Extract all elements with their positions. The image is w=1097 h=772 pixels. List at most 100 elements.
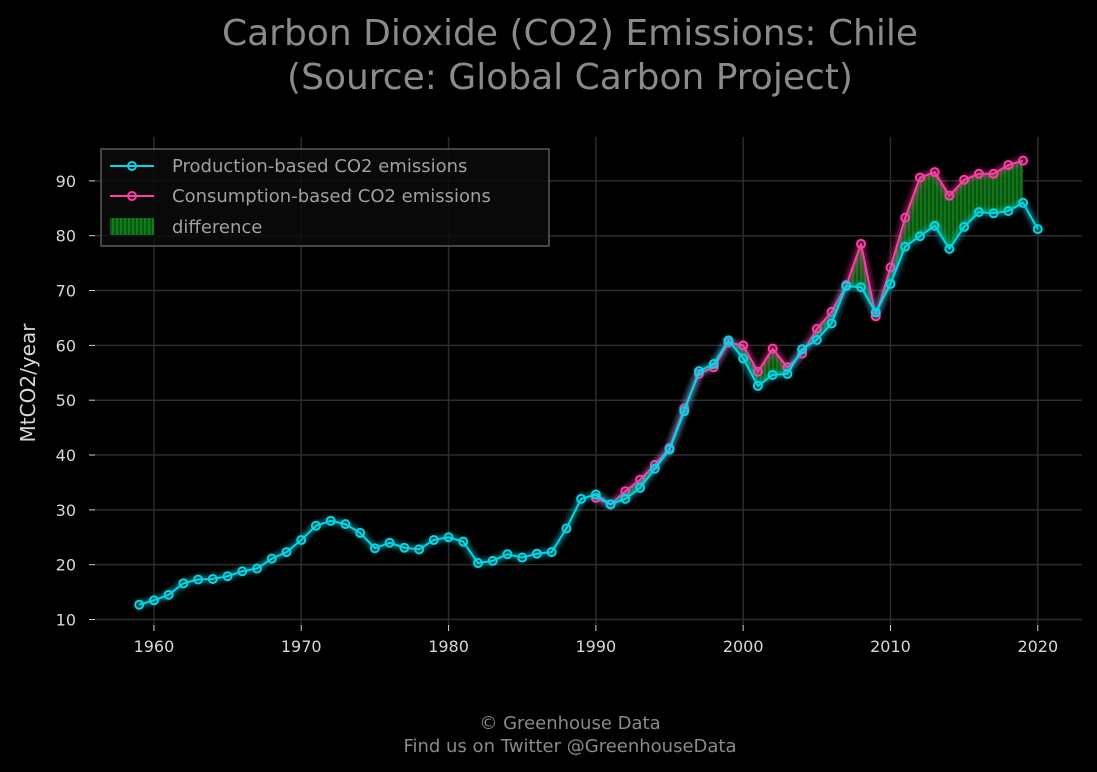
production-point	[841, 281, 852, 292]
x-tick-label: 2020	[1017, 637, 1058, 656]
consumption-point	[900, 212, 911, 223]
production-point	[163, 589, 174, 600]
production-point	[723, 335, 734, 346]
production-point	[664, 444, 675, 455]
x-axis: 1960 1970 1980 1990 2000 2010 2020	[134, 625, 1058, 656]
production-point	[178, 578, 189, 589]
x-tick-label: 2000	[723, 637, 764, 656]
y-tick-label: 90	[56, 172, 76, 191]
production-point	[988, 208, 999, 219]
y-tick-label: 20	[56, 556, 76, 575]
consumption-point	[752, 366, 763, 377]
consumption-point	[738, 340, 749, 351]
production-point	[767, 369, 778, 380]
production-point	[473, 558, 484, 569]
production-point	[944, 243, 955, 254]
production-point	[193, 574, 204, 585]
production-point	[222, 571, 233, 582]
production-point	[885, 278, 896, 289]
y-tick-label: 80	[56, 227, 76, 246]
production-point	[856, 282, 867, 293]
legend-marker-production	[127, 161, 137, 171]
production-point	[708, 359, 719, 370]
production-point	[414, 544, 425, 555]
y-tick-label: 60	[56, 336, 76, 355]
consumption-point	[856, 238, 867, 249]
legend-label-production: Production-based CO2 emissions	[172, 156, 467, 177]
production-point	[561, 523, 572, 534]
production-point	[679, 406, 690, 417]
production-point	[384, 537, 395, 548]
production-point	[517, 552, 528, 563]
production-point	[914, 231, 925, 242]
production-point	[458, 536, 469, 547]
y-tick-label: 10	[56, 611, 76, 630]
production-point	[252, 563, 263, 574]
production-point	[693, 366, 704, 377]
consumption-point	[885, 262, 896, 273]
production-point	[502, 549, 513, 560]
chart-subtitle: (Source: Global Carbon Project)	[287, 57, 853, 98]
y-tick-label: 70	[56, 282, 76, 301]
production-point	[546, 547, 557, 558]
consumption-point	[914, 172, 925, 183]
production-point	[959, 221, 970, 232]
production-line	[138, 201, 1039, 606]
production-point	[1003, 206, 1014, 217]
y-axis-label: MtCO2/year	[16, 323, 40, 443]
production-point	[752, 380, 763, 391]
consumption-point	[944, 190, 955, 201]
legend-label-difference: difference	[172, 217, 262, 238]
consumption-point	[811, 323, 822, 334]
production-point	[325, 515, 336, 526]
legend: Production-based CO2 emissions Consumpti…	[100, 148, 550, 247]
production-point	[369, 543, 380, 554]
production-point	[443, 532, 454, 543]
production-point	[576, 493, 587, 504]
production-point	[1032, 224, 1043, 235]
production-point	[237, 566, 248, 577]
consumption-point	[959, 174, 970, 185]
production-point	[590, 489, 601, 500]
y-tick-label: 50	[56, 391, 76, 410]
x-tick-label: 1960	[134, 637, 175, 656]
y-tick-label: 40	[56, 446, 76, 465]
production-point	[355, 527, 366, 538]
production-point	[281, 547, 292, 558]
production-point	[870, 307, 881, 318]
production-point	[826, 318, 837, 329]
x-tick-label: 1990	[576, 637, 617, 656]
consumption-point	[988, 168, 999, 179]
production-point	[531, 548, 542, 559]
production-glow	[134, 197, 1043, 610]
legend-frame	[100, 148, 550, 247]
production-point	[296, 535, 307, 546]
legend-label-consumption: Consumption-based CO2 emissions	[172, 186, 491, 207]
x-tick-label: 2010	[870, 637, 911, 656]
production-point	[635, 482, 646, 493]
production-point	[605, 499, 616, 510]
production-point	[900, 241, 911, 252]
consumption-point	[767, 343, 778, 354]
production-point	[340, 519, 351, 530]
production-point	[266, 553, 277, 564]
production-point	[148, 595, 159, 606]
y-tick-label: 30	[56, 501, 76, 520]
production-point	[134, 599, 145, 610]
consumption-point	[1018, 155, 1029, 166]
production-point	[811, 334, 822, 345]
x-tick-label: 1980	[428, 637, 469, 656]
grid	[95, 137, 1082, 625]
consumption-point	[929, 167, 940, 178]
chart-title: Carbon Dioxide (CO2) Emissions: Chile	[222, 13, 918, 54]
production-point	[310, 520, 321, 531]
footer-twitter: Find us on Twitter @GreenhouseData	[403, 736, 736, 757]
production-point	[738, 353, 749, 364]
production-point	[620, 493, 631, 504]
production-point	[1018, 197, 1029, 208]
production-point	[649, 463, 660, 474]
difference-area	[595, 160, 1024, 505]
x-tick-label: 1970	[281, 637, 322, 656]
